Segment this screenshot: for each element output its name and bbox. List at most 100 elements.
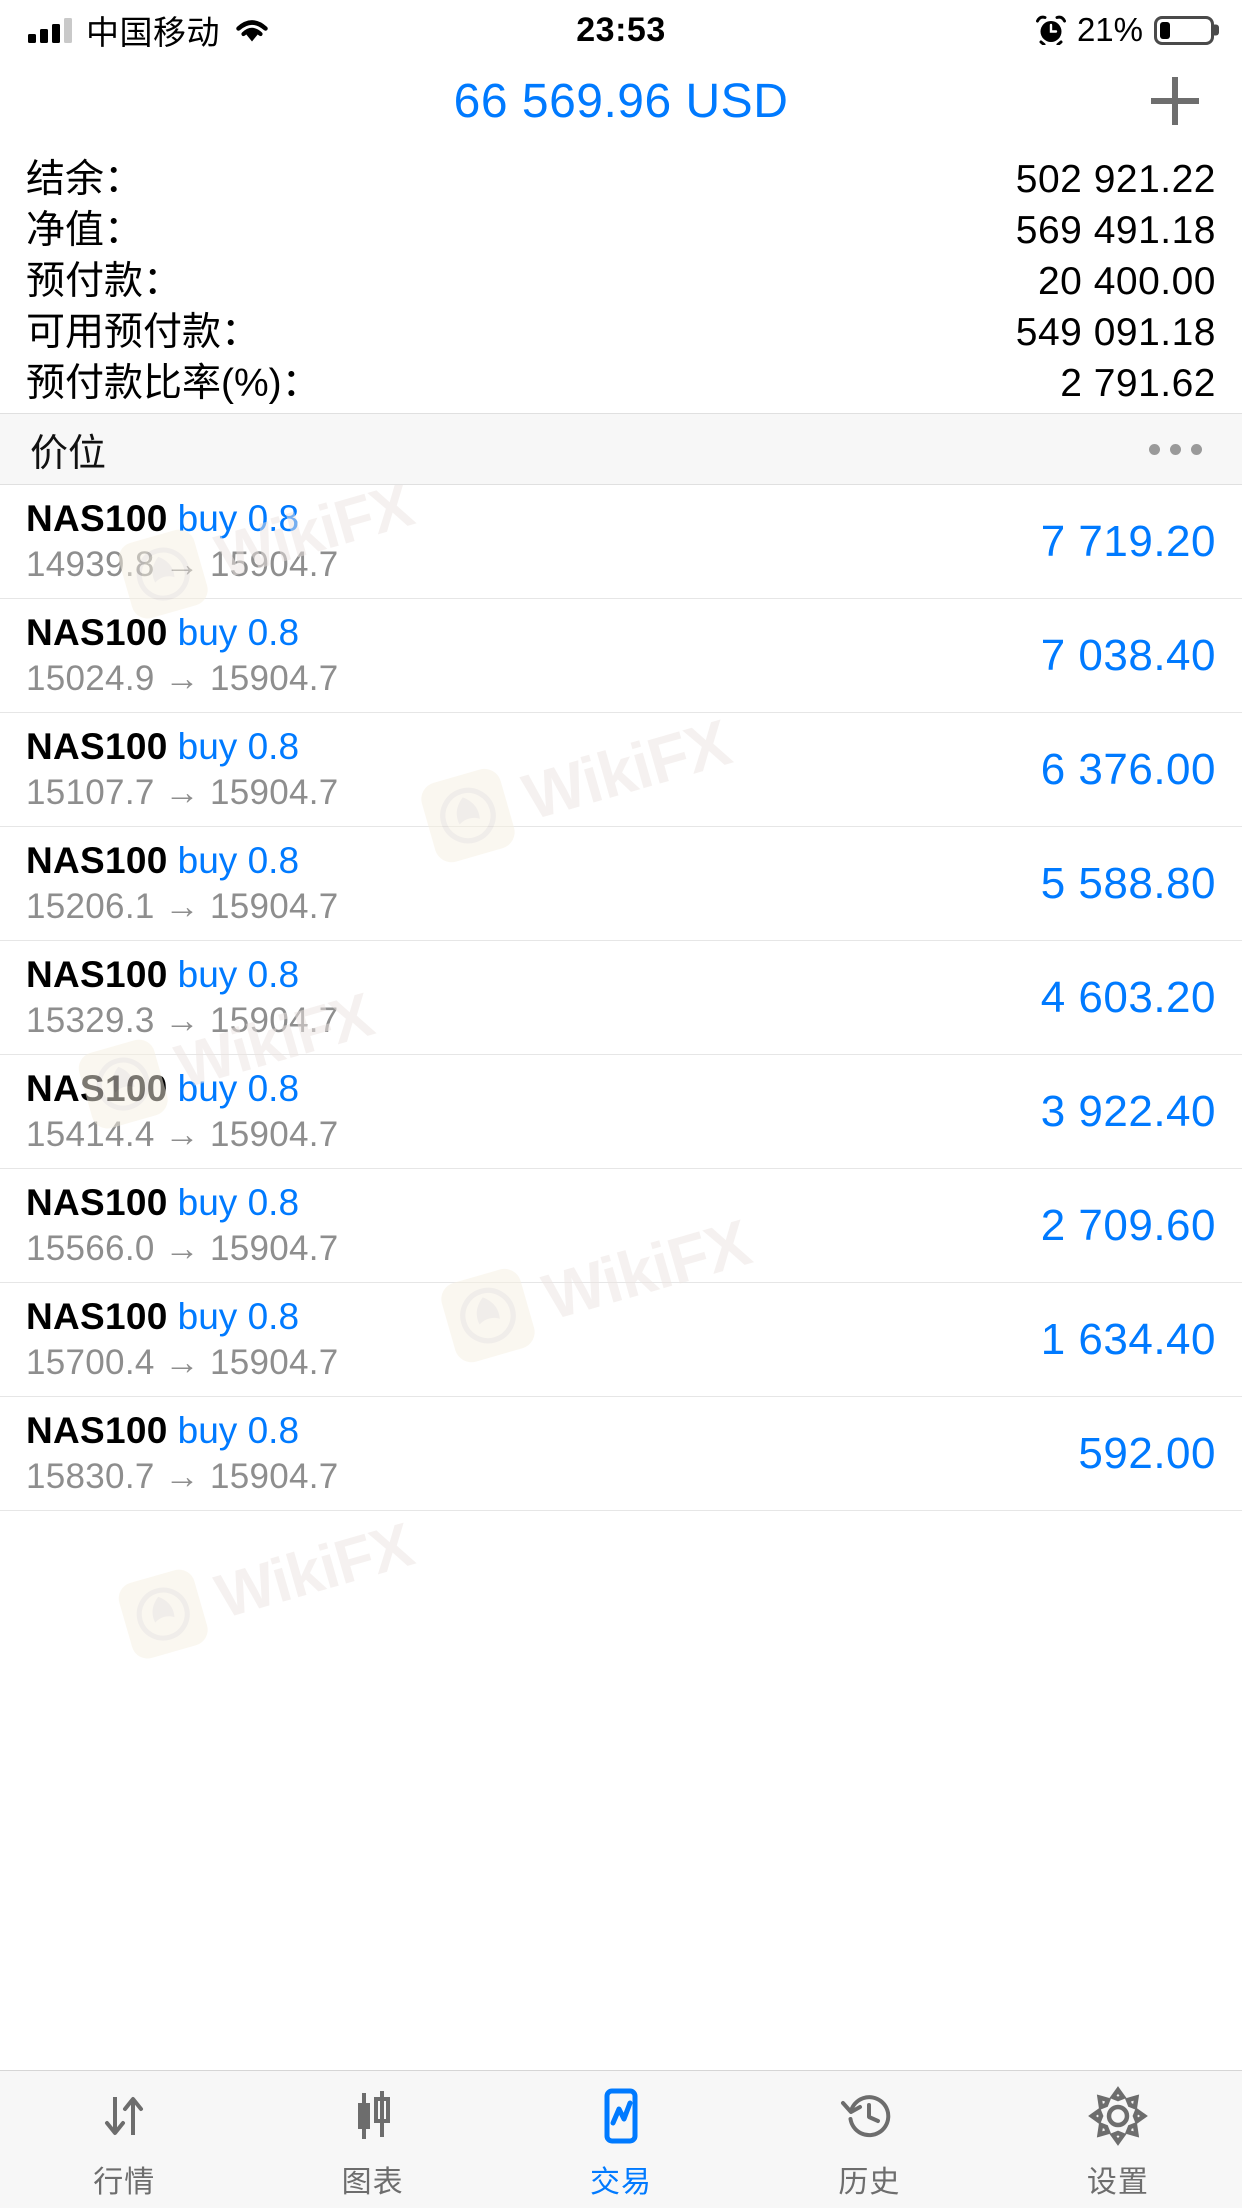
- account-summary: 结余： 502 921.22 净值： 569 491.18 预付款： 20 400.00 可…: [0, 142, 1242, 413]
- battery-icon: [1154, 15, 1214, 45]
- tab-label: 行情: [93, 2165, 156, 2199]
- position-info: NAS100 buy 0.8 15700.4 → 15904.7: [26, 1296, 339, 1383]
- tab-label: 图表: [341, 2165, 404, 2199]
- position-row[interactable]: NAS100 buy 0.8 15830.7 → 15904.7 592.00: [0, 1397, 1242, 1511]
- trade-chart-icon[interactable]: [590, 2085, 652, 2147]
- position-symbol: NAS100: [26, 1182, 168, 1224]
- position-current-price: 15904.7: [209, 1000, 339, 1040]
- tab-交易[interactable]: 交易: [497, 2071, 745, 2208]
- positions-section-header: 价位: [0, 413, 1242, 485]
- summary-row: 预付款比率(%)： 2 791.62: [26, 352, 1216, 405]
- position-side-volume: buy 0.8: [177, 1068, 300, 1110]
- summary-value: 502 921.22: [1015, 158, 1216, 201]
- position-header: NAS100 buy 0.8: [26, 840, 339, 883]
- arrow-icon: →: [164, 1228, 200, 1268]
- history-clock-icon[interactable]: [838, 2085, 900, 2147]
- position-prices: 15024.9 → 15904.7: [26, 659, 339, 699]
- position-prices: 15566.0 → 15904.7: [26, 1229, 339, 1269]
- position-profit: 7 719.20: [1040, 516, 1216, 566]
- sort-arrows-icon[interactable]: [93, 2085, 155, 2147]
- battery-percent-label: 21%: [1076, 11, 1143, 48]
- position-row[interactable]: NAS100 buy 0.8 15566.0 → 15904.7 2 709.60: [0, 1169, 1242, 1283]
- candlestick-icon[interactable]: [342, 2085, 404, 2147]
- position-symbol: NAS100: [26, 1410, 168, 1452]
- tab-行情[interactable]: 行情: [0, 2071, 248, 2208]
- summary-row: 可用预付款： 549 091.18: [26, 301, 1216, 354]
- position-row[interactable]: NAS100 buy 0.8 15206.1 → 15904.7 5 588.80: [0, 827, 1242, 941]
- section-title: 价位: [30, 432, 107, 475]
- position-row[interactable]: NAS100 buy 0.8 15329.3 → 15904.7 4 603.20: [0, 941, 1242, 1055]
- position-row[interactable]: NAS100 buy 0.8 14939.8 → 15904.7 7 719.20: [0, 485, 1242, 599]
- position-prices: 15830.7 → 15904.7: [26, 1457, 339, 1497]
- position-row[interactable]: NAS100 buy 0.8 15700.4 → 15904.7 1 634.40: [0, 1283, 1242, 1397]
- position-prices: 15329.3 → 15904.7: [26, 1001, 339, 1041]
- status-bar-right: 21%: [1035, 11, 1214, 49]
- arrow-icon: →: [164, 544, 200, 584]
- signal-bars-icon: [28, 17, 72, 43]
- position-open-price: 15700.4: [26, 1342, 155, 1382]
- status-bar-left: 中国移动: [28, 6, 270, 54]
- position-side-volume: buy 0.8: [177, 1296, 300, 1338]
- summary-label: 结余：: [26, 158, 144, 201]
- position-open-price: 15024.9: [26, 658, 155, 698]
- position-prices: 15206.1 → 15904.7: [26, 887, 339, 927]
- tab-label: 历史: [838, 2165, 901, 2199]
- gear-icon[interactable]: [1087, 2085, 1149, 2147]
- position-info: NAS100 buy 0.8 15024.9 → 15904.7: [26, 612, 339, 699]
- arrow-icon: →: [164, 658, 200, 698]
- position-side-volume: buy 0.8: [177, 840, 300, 882]
- watermark-text: WikiFX: [208, 1510, 420, 1632]
- position-profit: 592.00: [1078, 1428, 1216, 1478]
- position-profit: 5 588.80: [1040, 858, 1216, 908]
- summary-value: 549 091.18: [1015, 311, 1216, 354]
- tab-设置[interactable]: 设置: [994, 2071, 1242, 2208]
- position-current-price: 15904.7: [209, 658, 339, 698]
- position-header: NAS100 buy 0.8: [26, 1410, 339, 1453]
- position-info: NAS100 buy 0.8 14939.8 → 15904.7: [26, 498, 339, 585]
- tab-历史[interactable]: 历史: [745, 2071, 993, 2208]
- position-current-price: 15904.7: [209, 1228, 339, 1268]
- position-row[interactable]: NAS100 buy 0.8 15107.7 → 15904.7 6 376.00: [0, 713, 1242, 827]
- watermark-logo-icon: [114, 1565, 212, 1663]
- more-options-icon[interactable]: [1139, 434, 1212, 465]
- tab-label: 设置: [1086, 2165, 1149, 2199]
- summary-value: 20 400.00: [1037, 260, 1216, 303]
- position-symbol: NAS100: [26, 726, 168, 768]
- status-clock: 23:53: [576, 10, 666, 49]
- position-open-price: 15329.3: [26, 1000, 155, 1040]
- position-profit: 6 376.00: [1040, 744, 1216, 794]
- positions-list[interactable]: NAS100 buy 0.8 14939.8 → 15904.7 7 719.20 NAS1…: [0, 485, 1242, 2070]
- position-profit: 1 634.40: [1040, 1314, 1216, 1364]
- position-symbol: NAS100: [26, 612, 168, 654]
- position-header: NAS100 buy 0.8: [26, 498, 339, 541]
- position-info: NAS100 buy 0.8 15206.1 → 15904.7: [26, 840, 339, 927]
- summary-label: 预付款比率(%)：: [26, 362, 321, 405]
- position-current-price: 15904.7: [209, 772, 339, 812]
- position-header: NAS100 buy 0.8: [26, 726, 339, 769]
- position-current-price: 15904.7: [209, 544, 339, 584]
- position-side-volume: buy 0.8: [177, 726, 300, 768]
- position-prices: 15414.4 → 15904.7: [26, 1115, 339, 1155]
- add-icon[interactable]: [1144, 70, 1206, 132]
- position-side-volume: buy 0.8: [177, 498, 300, 540]
- position-row[interactable]: NAS100 buy 0.8 15024.9 → 15904.7 7 038.40: [0, 599, 1242, 713]
- position-header: NAS100 buy 0.8: [26, 1296, 339, 1339]
- wifi-icon: [234, 17, 270, 43]
- summary-label: 预付款：: [26, 260, 183, 303]
- tab-图表[interactable]: 图表: [248, 2071, 496, 2208]
- position-current-price: 15904.7: [209, 886, 339, 926]
- position-symbol: NAS100: [26, 498, 168, 540]
- position-current-price: 15904.7: [209, 1456, 339, 1496]
- position-row[interactable]: NAS100 buy 0.8 15414.4 → 15904.7 3 922.40: [0, 1055, 1242, 1169]
- position-current-price: 15904.7: [209, 1342, 339, 1382]
- position-prices: 15700.4 → 15904.7: [26, 1343, 339, 1383]
- position-profit: 3 922.40: [1040, 1086, 1216, 1136]
- position-info: NAS100 buy 0.8 15414.4 → 15904.7: [26, 1068, 339, 1155]
- position-open-price: 15566.0: [26, 1228, 155, 1268]
- bottom-tab-bar: 行情 图表 交易 历史 设置: [0, 2070, 1242, 2208]
- position-info: NAS100 buy 0.8 15329.3 → 15904.7: [26, 954, 339, 1041]
- balance-title: 66 569.96 USD: [453, 74, 789, 128]
- arrow-icon: →: [164, 1456, 200, 1496]
- position-open-price: 14939.8: [26, 544, 155, 584]
